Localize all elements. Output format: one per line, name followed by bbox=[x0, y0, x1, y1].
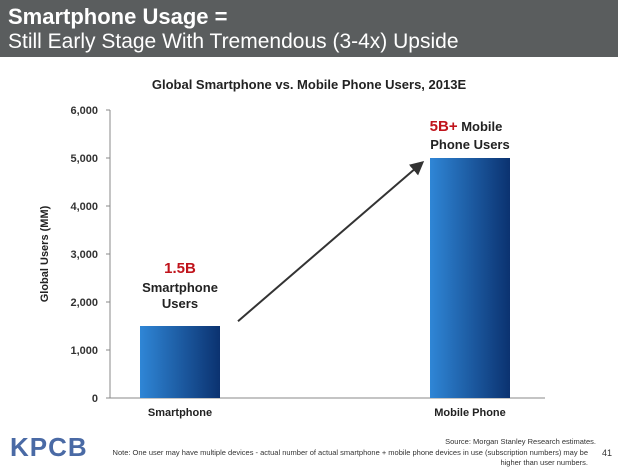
mobile-value-label: 5B+ bbox=[430, 118, 458, 135]
smartphone-label-line2: Users bbox=[162, 296, 198, 311]
mobile-label-line1: 5B+ Mobile bbox=[430, 118, 503, 135]
page-number: 41 bbox=[601, 448, 612, 458]
slide-header: Smartphone Usage = Still Early Stage Wit… bbox=[0, 0, 618, 57]
slide-title-line2: Still Early Stage With Tremendous (3-4x)… bbox=[8, 30, 459, 53]
source-note: Source: Morgan Stanley Research estimate… bbox=[445, 437, 596, 446]
mobile-label-word: Mobile bbox=[458, 119, 503, 134]
smartphone-label-line1: Smartphone bbox=[142, 280, 218, 295]
bar-smartphone bbox=[140, 326, 220, 398]
y-tick-label: 1,000 bbox=[70, 345, 98, 357]
y-tick-label: 5,000 bbox=[70, 153, 98, 165]
chart-title: Global Smartphone vs. Mobile Phone Users… bbox=[151, 77, 467, 92]
y-axis-label: Global Users (MM) bbox=[39, 205, 51, 302]
kpcb-logo: KPCB bbox=[10, 432, 88, 462]
footnote: Note: One user may have multiple devices… bbox=[112, 448, 588, 467]
bar-mobile-phone bbox=[430, 158, 510, 398]
y-tick-label: 3,000 bbox=[70, 249, 98, 261]
y-tick-label: 4,000 bbox=[70, 201, 98, 213]
x-tick-label: Mobile Phone bbox=[434, 407, 506, 419]
y-tick-label: 0 bbox=[92, 393, 98, 405]
y-tick-label: 2,000 bbox=[70, 297, 98, 309]
y-tick-label: 6,000 bbox=[70, 105, 98, 117]
slide-title-line1: Smartphone Usage = bbox=[8, 4, 228, 29]
smartphone-value-label: 1.5B bbox=[164, 260, 196, 277]
x-tick-label: Smartphone bbox=[148, 407, 212, 419]
growth-arrow bbox=[237, 160, 425, 322]
mobile-label-line2: Phone Users bbox=[430, 137, 509, 152]
